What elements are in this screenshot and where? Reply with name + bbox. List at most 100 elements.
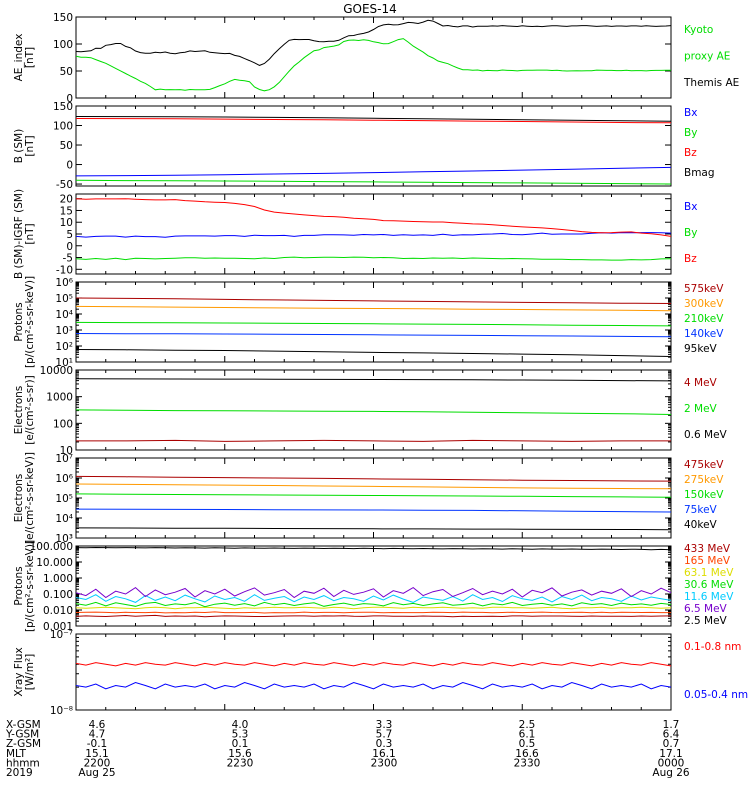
legend-label: 150keV [684, 489, 724, 501]
y-axis-label: B (SM) [13, 129, 25, 163]
y-tick-label: 10⁶ [55, 277, 73, 289]
ephemeris-cell: 2230 [227, 757, 254, 769]
ephemeris-cell: 2.5 [519, 719, 536, 731]
y-tick-label: 150 [53, 101, 73, 113]
y-axis-label: B (SM)-IGRF (SM) [13, 189, 25, 279]
y-axis-label: Electrons [13, 386, 25, 435]
ephemeris-cell: 0000 [658, 757, 685, 769]
panel-frame [75, 457, 672, 539]
figure-title: GOES-14 [343, 2, 397, 16]
series-line-2-mev [76, 409, 671, 415]
y-axis-label: Protons [13, 566, 25, 605]
y-tick-label: 20 [60, 194, 73, 206]
legend-label: 95keV [684, 343, 718, 355]
legend-label: 275keV [684, 474, 724, 486]
series-line-150kev [76, 493, 671, 498]
ephemeris-cell: -0.1 [87, 738, 108, 750]
ephemeris-cell: 15.1 [85, 748, 108, 760]
legend-label: 40keV [684, 519, 718, 531]
series-line-300kev [76, 305, 671, 312]
series-line-575kev [76, 297, 671, 304]
series-line-30-6-mev [76, 601, 671, 608]
panel-6: 10³ 10⁴ 10⁵ 10⁶ 10⁷ Electrons [e/(cm²-s-sr-keV… [13, 452, 724, 545]
legend-label: 6.5 MeV [684, 603, 728, 615]
y-tick-label: 15 [60, 205, 73, 217]
legend-label: 475keV [684, 459, 724, 471]
y-tick-label: 0.001 [43, 621, 73, 633]
y-tick-label: 10⁵ [55, 293, 73, 305]
series-group [76, 198, 671, 261]
y-axis-label: Xray Flux [13, 647, 25, 696]
y-axis-label: [p/(cm²-s-sr-keV)] [24, 276, 36, 368]
y-tick-label: 10000 [40, 365, 73, 377]
ephemeris-row-label: Y-GSM [5, 729, 39, 741]
y-tick-label: -10 [56, 264, 73, 276]
ephemeris-cell: 5.7 [376, 729, 393, 741]
series-line-themis-ae [76, 19, 671, 66]
series-line-bx [76, 232, 671, 238]
y-axis-label: [nT] [24, 135, 36, 156]
ephemeris-cell: 4.0 [232, 719, 249, 731]
legend-label: 165 MeV [684, 555, 731, 567]
y-tick-label: 150 [53, 12, 73, 24]
ephemeris-cell: 0.3 [376, 738, 393, 750]
ephemeris-cell: 6.1 [519, 729, 536, 741]
y-tick-label: 100.000 [30, 541, 73, 553]
legend-label: 30.6 MeV [684, 579, 734, 591]
legend-label: Bz [684, 147, 697, 159]
y-axis-label: [p/(cm²-s-sr-keV)] [24, 540, 36, 632]
y-tick-label: 0 [66, 160, 73, 172]
panel-5: 10 100 1000 10000 Electrons [e/(cm²-s-sr)] 4 M… [13, 365, 728, 457]
y-tick-label: 10⁷ [55, 453, 73, 465]
y-tick-label: 10⁴ [55, 513, 73, 525]
ephemeris-cell: 0.1 [232, 738, 249, 750]
y-tick-label: 0.010 [43, 605, 73, 617]
y-axis-label: [e/(cm²-s-sr-keV)] [24, 452, 36, 544]
series-group [76, 546, 671, 618]
series-line-bmag [76, 116, 671, 122]
y-tick-label: 50 [60, 66, 73, 78]
panel-frame [75, 545, 672, 627]
legend-label: By [684, 127, 697, 139]
ephemeris-row-label: 2019 [6, 767, 33, 779]
legend-label: 210keV [684, 313, 724, 325]
ephemeris-cell: 2330 [514, 757, 541, 769]
series-line-4-mev [76, 439, 671, 442]
ephemeris-row-label: Z-GSM [6, 738, 41, 750]
legend-label: 63.1 MeV [684, 567, 734, 579]
legend-label: Themis AE [683, 77, 739, 89]
legend-label: 2 MeV [684, 403, 718, 415]
y-axis-label: [W/m²] [24, 654, 36, 691]
legend-label: By [684, 227, 697, 239]
series-line-by [76, 179, 671, 185]
ephemeris-cell: 0.5 [519, 738, 536, 750]
y-tick-label: 0 [66, 93, 73, 105]
y-tick-label: 100 [53, 418, 73, 430]
legend-label: Bz [684, 253, 697, 265]
series-group [76, 378, 671, 442]
legend-label: 433 MeV [684, 543, 731, 555]
legend-label: 11.6 MeV [684, 591, 734, 603]
legend-label: 140keV [684, 328, 724, 340]
series-line-bz [76, 198, 671, 237]
ephemeris-cell: Aug 26 [652, 767, 690, 779]
y-tick-label: 10.000 [36, 557, 73, 569]
legend-label: 0.05-0.4 nm [684, 689, 748, 701]
legend-label: 0.6 MeV [684, 429, 728, 441]
series-line-bx [76, 166, 671, 177]
y-tick-label: 50 [60, 140, 73, 152]
y-tick-label: 10 [60, 217, 73, 229]
legend-label: 0.1-0.8 nm [684, 641, 741, 653]
y-tick-label: 10³ [55, 325, 73, 337]
ephemeris-cell: 4.7 [89, 729, 106, 741]
series-line-bz [76, 118, 671, 124]
y-tick-label: 10⁶ [55, 473, 73, 485]
series-group [76, 475, 671, 531]
legend-label: Kyoto [684, 24, 713, 36]
panel-1: 0 50 100 150 AE_index [nT] Kyoto proxy AE Themis… [13, 12, 739, 105]
series-line-475kev [76, 475, 671, 482]
y-tick-label: 100 [53, 121, 73, 133]
ephemeris-cell: Aug 25 [78, 767, 115, 779]
